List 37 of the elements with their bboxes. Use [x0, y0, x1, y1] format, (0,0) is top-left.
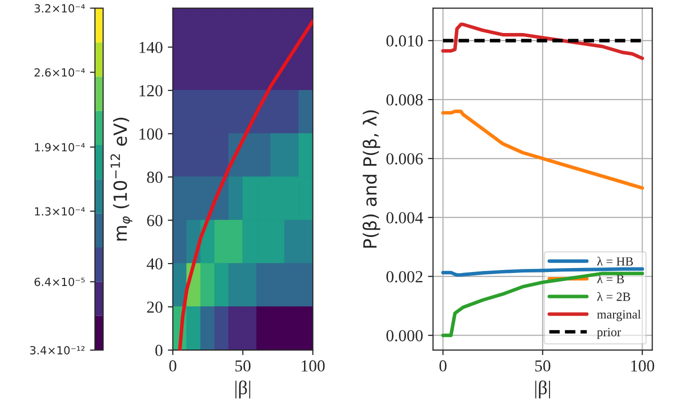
- y-tick-label: 0.006: [386, 153, 423, 165]
- y-tick-label: 0.002: [386, 271, 422, 282]
- x-tick-label: 0: [169, 360, 176, 372]
- y-tick-label: 0: [155, 344, 162, 356]
- y-tick-label: 140: [140, 42, 162, 54]
- y-tick-label: 60: [147, 214, 162, 226]
- y-tick-label: 40: [146, 258, 162, 270]
- x-axis-title: |β|: [535, 380, 550, 398]
- y-axis-title: m$_{φ}$ (10$^{−12}$ eV): [110, 118, 132, 241]
- legend-label: λ = HB: [597, 256, 633, 266]
- y-tick-label: 120: [140, 85, 162, 96]
- color-bar-label: 2.6×10⁻⁴: [34, 68, 85, 77]
- x-axis-title: |β|: [235, 380, 250, 398]
- line-series: [441, 272, 644, 338]
- color-bar-label: 1.3×10⁻⁴: [34, 207, 85, 216]
- legend-label: marginal: [597, 310, 641, 322]
- legend-label: λ = 2B: [597, 292, 630, 301]
- y-tick-label: 100: [140, 128, 162, 140]
- color-bar-label: 3.2×10⁻⁴: [34, 4, 85, 13]
- y-tick-label: 80: [147, 172, 162, 183]
- color-bar-label: 6.4×10⁻⁵: [34, 278, 85, 286]
- x-tick-label: 50: [235, 360, 251, 372]
- color-bar-label: 3.4×10⁻¹²: [30, 346, 85, 354]
- y-tick-label: 0.008: [386, 94, 423, 106]
- y-axis-title: P(β) and P(β, λ): [362, 110, 380, 248]
- x-tick-label: 100: [302, 360, 325, 372]
- y-tick-label: 0.004: [386, 212, 424, 224]
- x-tick-label: 50: [535, 360, 550, 372]
- y-tick-label: 20: [147, 302, 162, 313]
- line-series: [441, 110, 644, 190]
- y-tick-label: 0.000: [386, 330, 423, 342]
- x-tick-label: 100: [631, 360, 654, 372]
- x-tick-label: 0: [439, 360, 447, 372]
- y-tick-label: 0.010: [386, 35, 423, 47]
- color-bar-label: 1.9×10⁻⁴: [34, 143, 85, 152]
- line-series: [441, 22, 644, 60]
- legend-label: prior: [597, 328, 621, 339]
